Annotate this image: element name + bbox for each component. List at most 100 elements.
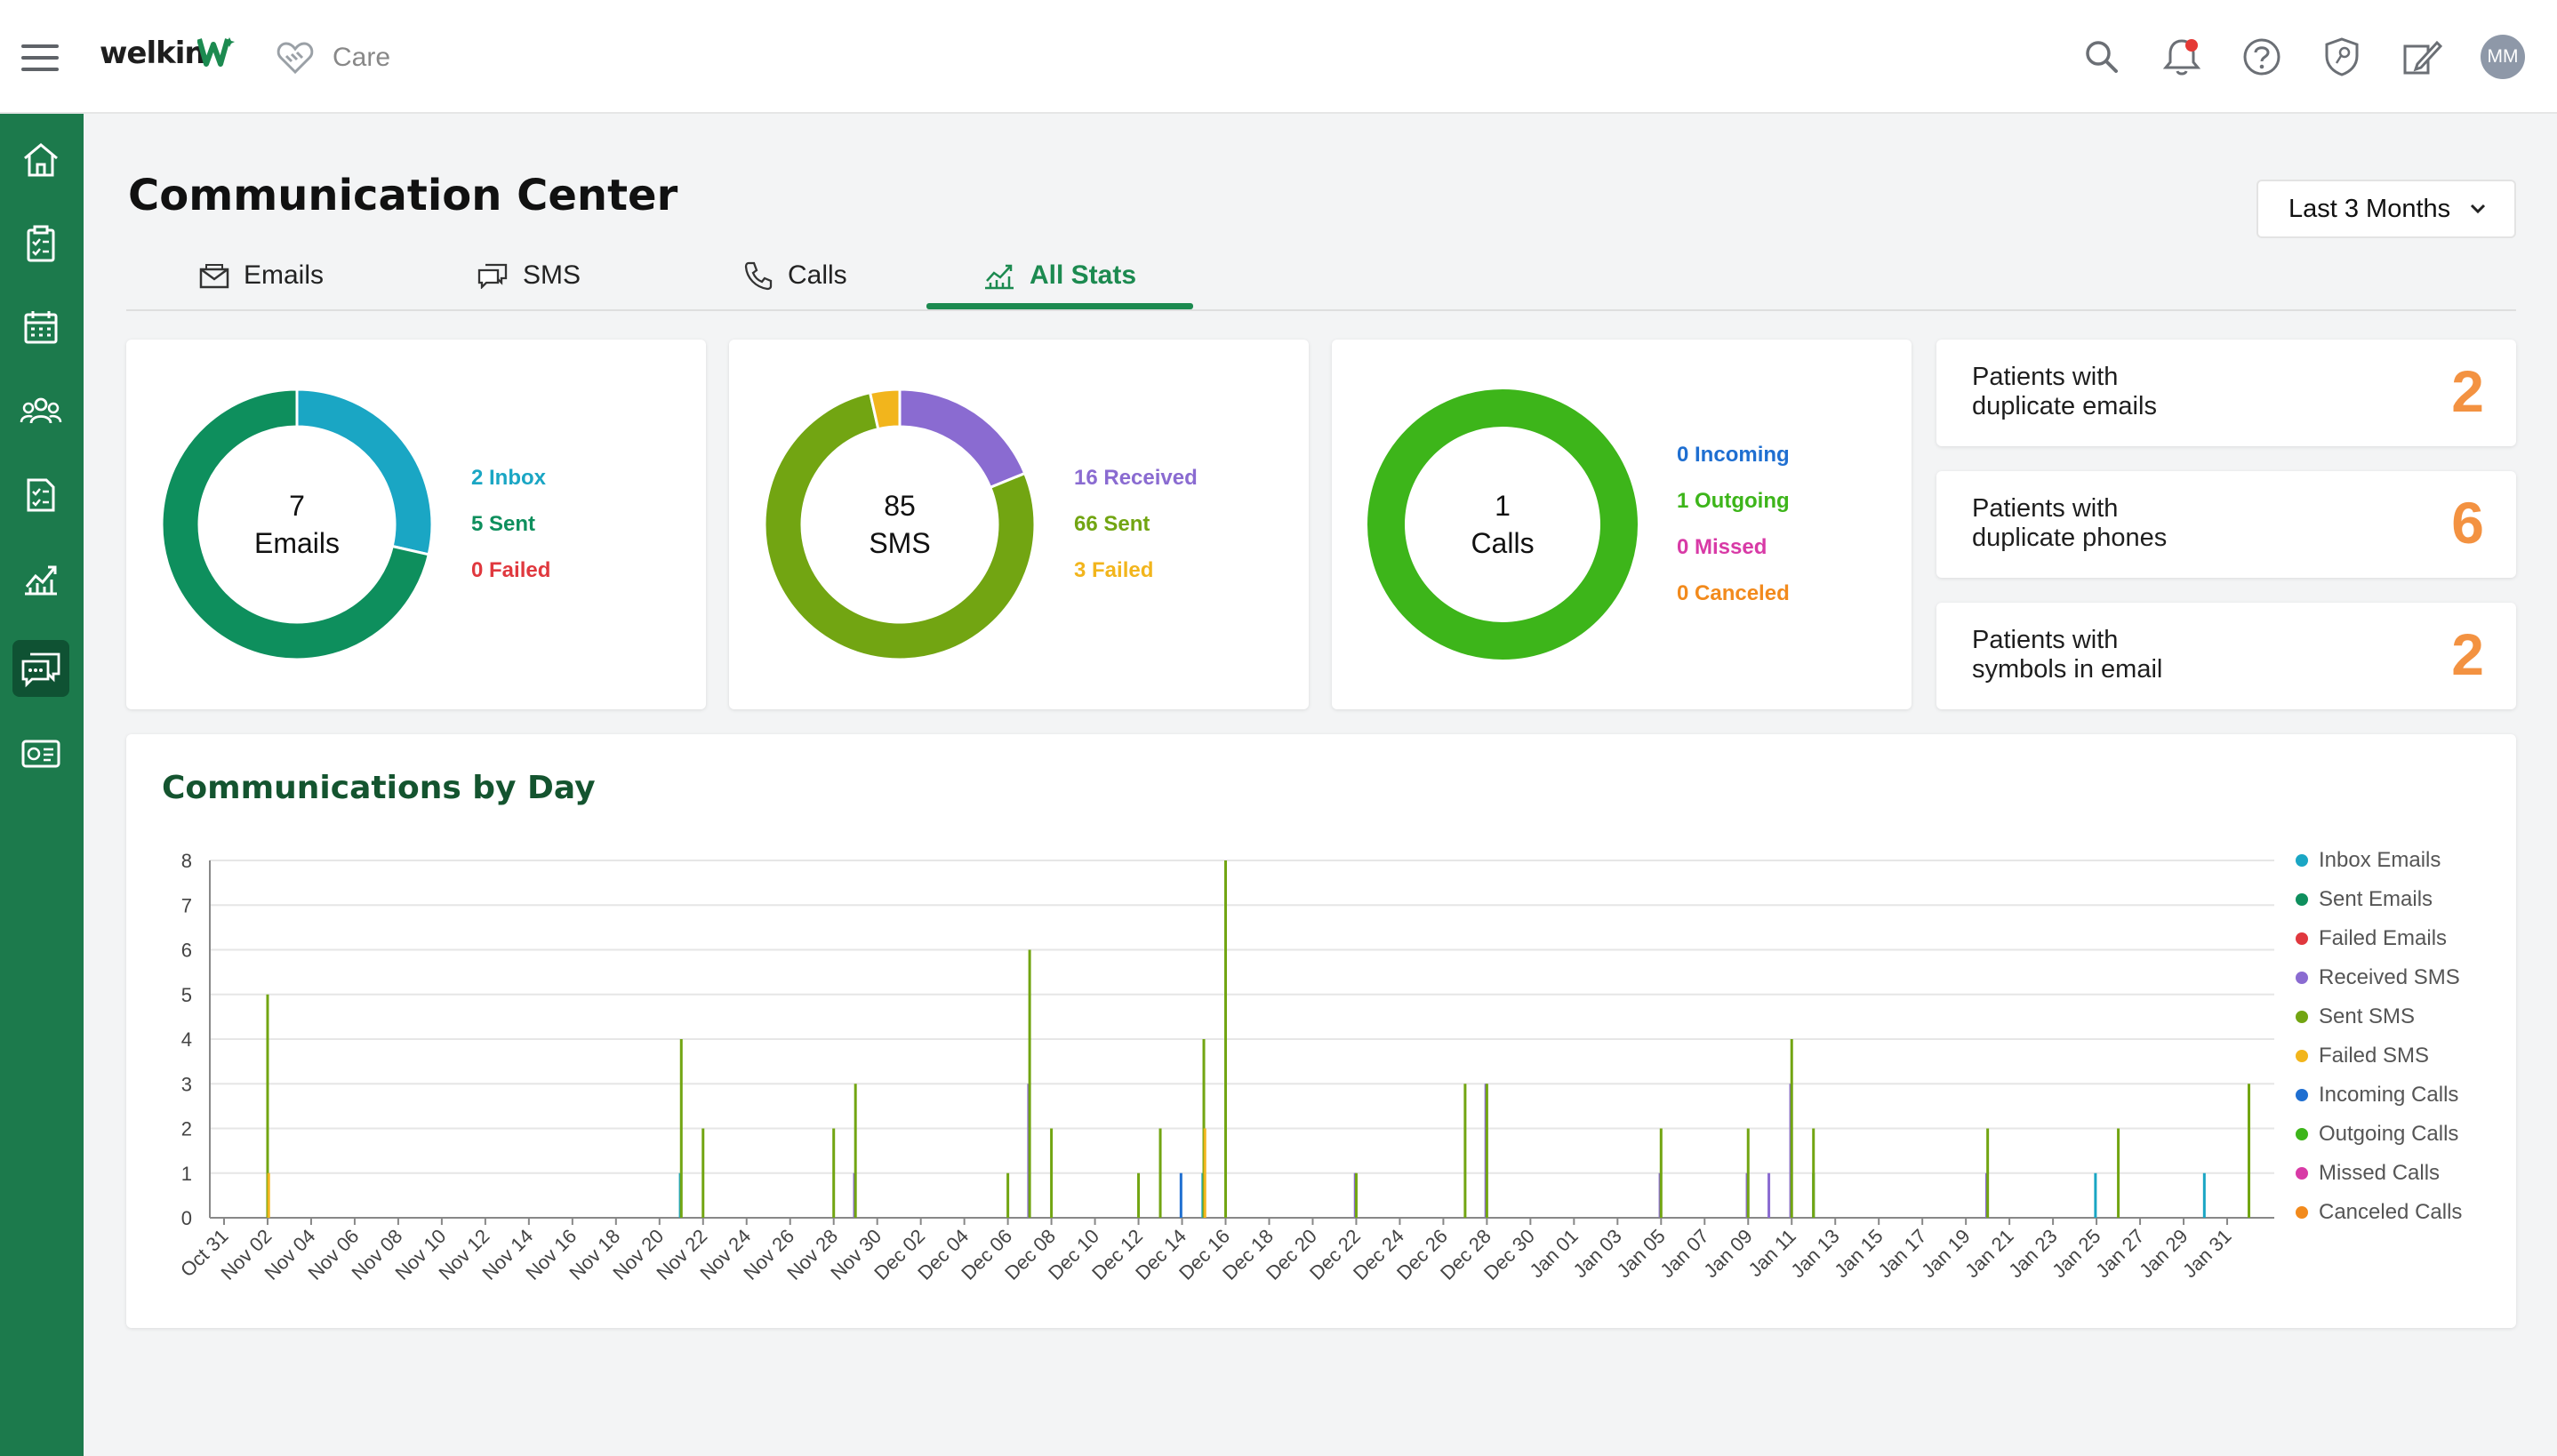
legend-label: Sent Emails <box>2319 887 2433 911</box>
calendar-icon[interactable] <box>12 299 69 356</box>
bar[interactable] <box>1028 949 1031 1219</box>
welkin-logo[interactable]: welkin <box>100 36 206 71</box>
bar[interactable] <box>832 1128 836 1219</box>
donut-segment-sent[interactable] <box>765 390 1035 660</box>
help-icon[interactable] <box>2240 36 2283 78</box>
bar[interactable] <box>1050 1128 1054 1219</box>
bar[interactable] <box>266 994 269 1218</box>
bar[interactable] <box>1986 1128 1990 1219</box>
legend-item[interactable]: Sent SMS <box>2296 997 2462 1036</box>
stats-icon <box>985 264 1014 290</box>
calls-donut-chart <box>1367 389 1638 660</box>
calls-missed-count: 0 Missed <box>1677 535 1767 559</box>
bar[interactable] <box>1224 860 1228 1218</box>
bar[interactable] <box>2202 1172 2206 1218</box>
chevron-down-icon <box>2471 204 2486 214</box>
donut-segment-sent[interactable] <box>162 389 430 660</box>
bar[interactable] <box>267 1172 270 1218</box>
legend-item[interactable]: Sent Emails <box>2296 880 2462 919</box>
bar[interactable] <box>1746 1128 1750 1219</box>
id-card-icon[interactable] <box>12 725 69 782</box>
user-avatar[interactable]: MM <box>2481 35 2525 79</box>
bar[interactable] <box>679 1039 683 1218</box>
bar[interactable] <box>1812 1128 1816 1219</box>
x-tick-label: Jan 25 <box>2048 1225 2104 1282</box>
legend-label: Incoming Calls <box>2319 1083 2459 1107</box>
bar[interactable] <box>1485 1084 1488 1218</box>
x-tick-label: Jan 03 <box>1568 1225 1625 1282</box>
bar[interactable] <box>1158 1128 1162 1219</box>
x-tick-label: Jan 05 <box>1612 1225 1669 1282</box>
sms-stats-card: 85 SMS 16 Received 66 Sent 3 Failed <box>729 340 1309 709</box>
chart-legend: Inbox Emails Sent Emails Failed Emails Rece… <box>2296 841 2462 1232</box>
legend-item[interactable]: Failed Emails <box>2296 919 2462 958</box>
bar[interactable] <box>701 1128 705 1219</box>
donut-segment-failed[interactable] <box>868 389 902 431</box>
legend-item[interactable]: Received SMS <box>2296 958 2462 997</box>
legend-item[interactable]: Missed Calls <box>2296 1154 2462 1193</box>
tab-calls[interactable]: Calls <box>743 240 847 311</box>
chart-title: Communications by Day <box>162 770 596 806</box>
y-tick-label: 0 <box>181 1207 192 1229</box>
search-icon[interactable] <box>2080 36 2123 78</box>
stat-value: 2 <box>2451 358 2484 424</box>
checklist-icon[interactable] <box>12 466 69 523</box>
bar[interactable] <box>854 1084 857 1218</box>
tab-all-stats[interactable]: All Stats <box>983 240 1136 311</box>
bar[interactable] <box>1659 1128 1663 1219</box>
analytics-icon[interactable] <box>12 549 69 606</box>
stat-value: 6 <box>2451 490 2484 556</box>
bar[interactable] <box>2117 1128 2120 1219</box>
calls-total: 1 <box>1495 490 1511 522</box>
stat-label-line2: symbols in email <box>1972 655 2163 684</box>
tab-sms[interactable]: SMS <box>477 240 581 311</box>
calls-outgoing-count: 1 Outgoing <box>1677 489 1790 513</box>
tab-label: SMS <box>523 260 581 290</box>
duplicate-phones-card[interactable]: Patients with duplicate phones 6 <box>1936 471 2516 578</box>
donut-segment-outgoing[interactable] <box>1367 389 1638 660</box>
y-tick-label: 8 <box>181 850 192 872</box>
menu-icon[interactable] <box>21 44 59 71</box>
calls-stats-card: 1 Calls 0 Incoming 1 Outgoing 0 Missed 0… <box>1332 340 1912 709</box>
bar[interactable] <box>1790 1039 1793 1218</box>
tab-emails[interactable]: Emails <box>199 240 324 311</box>
sidebar <box>0 114 84 1456</box>
bar[interactable] <box>1006 1172 1010 1218</box>
symbols-in-email-card[interactable]: Patients with symbols in email 2 <box>1936 603 2516 709</box>
sms-legend: 16 Received 66 Sent 3 Failed <box>1074 455 1198 594</box>
emails-stats-card: 7 Emails 2 Inbox 5 Sent 0 Failed <box>126 340 706 709</box>
tab-bar: Emails SMS Calls All Stats <box>126 240 2516 311</box>
legend-item[interactable]: Failed SMS <box>2296 1036 2462 1076</box>
legend-label: Sent SMS <box>2319 1004 2416 1028</box>
bar[interactable] <box>1354 1172 1358 1218</box>
bar[interactable] <box>2094 1172 2097 1218</box>
bar[interactable] <box>2248 1084 2251 1218</box>
legend-label: Received SMS <box>2319 965 2460 989</box>
legend-item[interactable]: Canceled Calls <box>2296 1193 2462 1232</box>
bar[interactable] <box>1463 1084 1467 1218</box>
notification-dot <box>2185 39 2198 52</box>
legend-dot <box>2296 1167 2308 1180</box>
bar[interactable] <box>1179 1172 1182 1218</box>
clipboard-icon[interactable] <box>12 215 69 272</box>
security-shield-icon[interactable] <box>2321 36 2363 78</box>
date-range-select[interactable]: Last 3 Months <box>2256 180 2516 238</box>
bar[interactable] <box>1767 1172 1771 1218</box>
legend-label: Missed Calls <box>2319 1161 2441 1185</box>
notifications-bell-icon[interactable] <box>2160 36 2203 78</box>
stat-label-line1: Patients with <box>1972 626 2119 654</box>
edit-notes-icon[interactable] <box>2401 36 2443 78</box>
people-icon[interactable] <box>12 382 69 439</box>
bar[interactable] <box>1203 1128 1206 1219</box>
bar[interactable] <box>1137 1172 1141 1218</box>
legend-dot <box>2296 893 2308 906</box>
email-icon <box>199 264 229 289</box>
emails-failed-count: 0 Failed <box>471 558 551 582</box>
app-switcher[interactable]: Care <box>276 36 390 80</box>
home-icon[interactable] <box>12 132 69 188</box>
legend-item[interactable]: Incoming Calls <box>2296 1076 2462 1115</box>
messages-icon[interactable] <box>12 640 69 697</box>
legend-item[interactable]: Inbox Emails <box>2296 841 2462 880</box>
duplicate-emails-card[interactable]: Patients with duplicate emails 2 <box>1936 340 2516 446</box>
legend-item[interactable]: Outgoing Calls <box>2296 1115 2462 1154</box>
